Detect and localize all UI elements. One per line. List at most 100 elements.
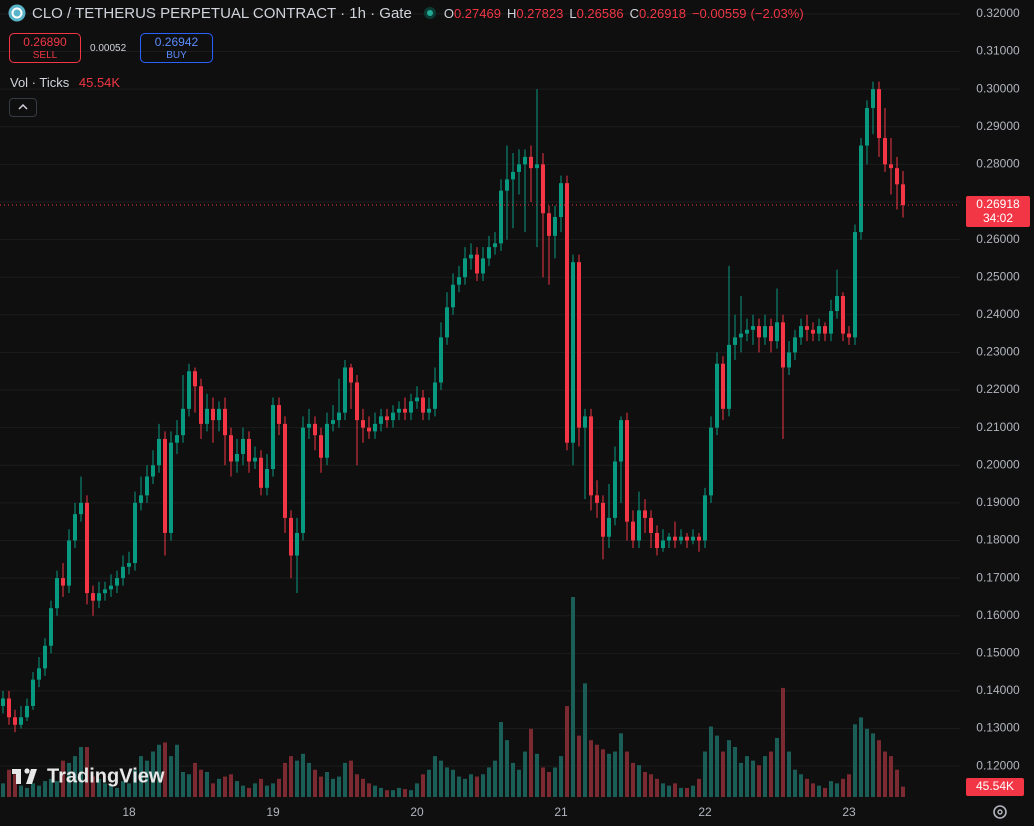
candle-body — [187, 371, 191, 409]
candle-body — [637, 510, 641, 541]
volume-bar — [547, 772, 551, 797]
volume-bar — [691, 785, 695, 797]
settings-button[interactable] — [993, 805, 1007, 819]
watermark-logo — [26, 769, 37, 784]
volume-bar — [241, 785, 245, 797]
symbol-title[interactable]: CLO / TETHERUS PERPETUAL CONTRACT · 1h ·… — [32, 4, 412, 22]
volume-bar — [667, 785, 671, 797]
volume-bar — [877, 740, 881, 797]
candle-body — [577, 262, 581, 428]
candle-body — [715, 363, 719, 428]
volume-bar — [805, 778, 809, 797]
last-price-tag — [966, 196, 1030, 228]
candle-body — [373, 423, 377, 432]
candle-body — [583, 416, 587, 428]
volume-bar — [397, 787, 401, 797]
candle-body — [433, 382, 437, 409]
volume-bar — [463, 778, 467, 797]
volume-bar — [487, 767, 491, 797]
candle-body — [37, 668, 41, 680]
buy-label[interactable]: BUY — [166, 50, 187, 61]
candle-body — [493, 243, 497, 248]
high-value: 0.27823 — [516, 5, 564, 21]
candle-body — [487, 247, 491, 259]
y-tick-label: 0.29000 — [976, 119, 1020, 133]
volume-bar — [871, 733, 875, 797]
volume-bar — [481, 774, 485, 797]
market-status — [423, 7, 436, 19]
volume-bar — [253, 783, 257, 797]
volume-bar — [679, 787, 683, 797]
volume-bar — [601, 749, 605, 797]
open-label: O — [443, 5, 454, 21]
candle-body — [271, 405, 275, 470]
y-tick-label: 0.31000 — [976, 44, 1020, 58]
candle-body — [181, 408, 185, 436]
candle-body — [289, 517, 293, 556]
volume-bar — [157, 744, 161, 797]
candle-body — [835, 296, 839, 312]
x-tick-label: 21 — [554, 805, 568, 819]
sell-price[interactable]: 0.26890 — [23, 35, 67, 49]
change-percent: (−2.03%) — [750, 5, 804, 21]
volume-bar — [511, 762, 515, 797]
candle-body — [163, 438, 167, 533]
volume-legend: Vol · Ticks 45.54K — [10, 75, 120, 90]
y-tick-label: 0.24000 — [976, 307, 1020, 321]
volume-bar — [265, 785, 269, 797]
candle-body — [229, 435, 233, 462]
volume-bar — [793, 769, 797, 797]
volume-bar — [439, 760, 443, 797]
candle-body — [841, 296, 845, 334]
candle-body — [25, 705, 29, 718]
volume-bar — [685, 787, 689, 797]
candle-body — [481, 258, 485, 274]
volume-bar — [97, 778, 101, 797]
sell-button[interactable]: 0.26890 SELL — [9, 33, 81, 63]
candle-body — [1, 698, 5, 706]
sell-label[interactable]: SELL — [32, 50, 58, 61]
settings-icon[interactable] — [997, 809, 1003, 815]
volume-bar — [799, 774, 803, 797]
candle-body — [661, 540, 665, 549]
volume-bar — [145, 760, 149, 797]
candle-body — [103, 589, 107, 594]
candle-body — [325, 423, 329, 458]
volume-bar — [637, 765, 641, 797]
volume-bar — [541, 767, 545, 797]
x-tick-label: 18 — [122, 805, 136, 819]
settings-icon[interactable] — [993, 805, 1007, 819]
volume-bar — [517, 769, 521, 797]
candle-body — [673, 536, 677, 541]
candle-body — [895, 168, 899, 185]
candle-body — [157, 438, 161, 466]
volume-title[interactable]: Vol · Ticks — [10, 75, 70, 90]
candle-body — [631, 521, 635, 541]
candle-body — [541, 164, 545, 214]
buy-button[interactable]: 0.26942 BUY — [140, 33, 213, 63]
volume-bar — [673, 783, 677, 797]
volume-bar — [103, 783, 107, 797]
volume-bar — [67, 762, 71, 797]
y-tick-label: 0.32000 — [976, 6, 1020, 20]
collapse-icon[interactable] — [10, 99, 36, 116]
volume-bar — [559, 756, 563, 797]
volume-bar — [817, 785, 821, 797]
candle-body — [31, 679, 35, 706]
volume-tag-label: 45.54K — [976, 779, 1014, 793]
candle-body — [235, 453, 239, 462]
y-tick-label: 0.20000 — [976, 457, 1020, 471]
collapse-button[interactable] — [9, 98, 37, 117]
volume-bar — [565, 706, 569, 797]
volume-bar — [451, 769, 455, 797]
candle-body — [463, 258, 467, 278]
volume-bar — [697, 778, 701, 797]
candle-body — [247, 438, 251, 462]
candle-body — [127, 563, 131, 567]
candle-body — [217, 408, 221, 421]
volume-bar — [349, 760, 353, 797]
buy-price[interactable]: 0.26942 — [154, 35, 199, 49]
candle-body — [697, 536, 701, 541]
volume-bar — [715, 735, 719, 797]
